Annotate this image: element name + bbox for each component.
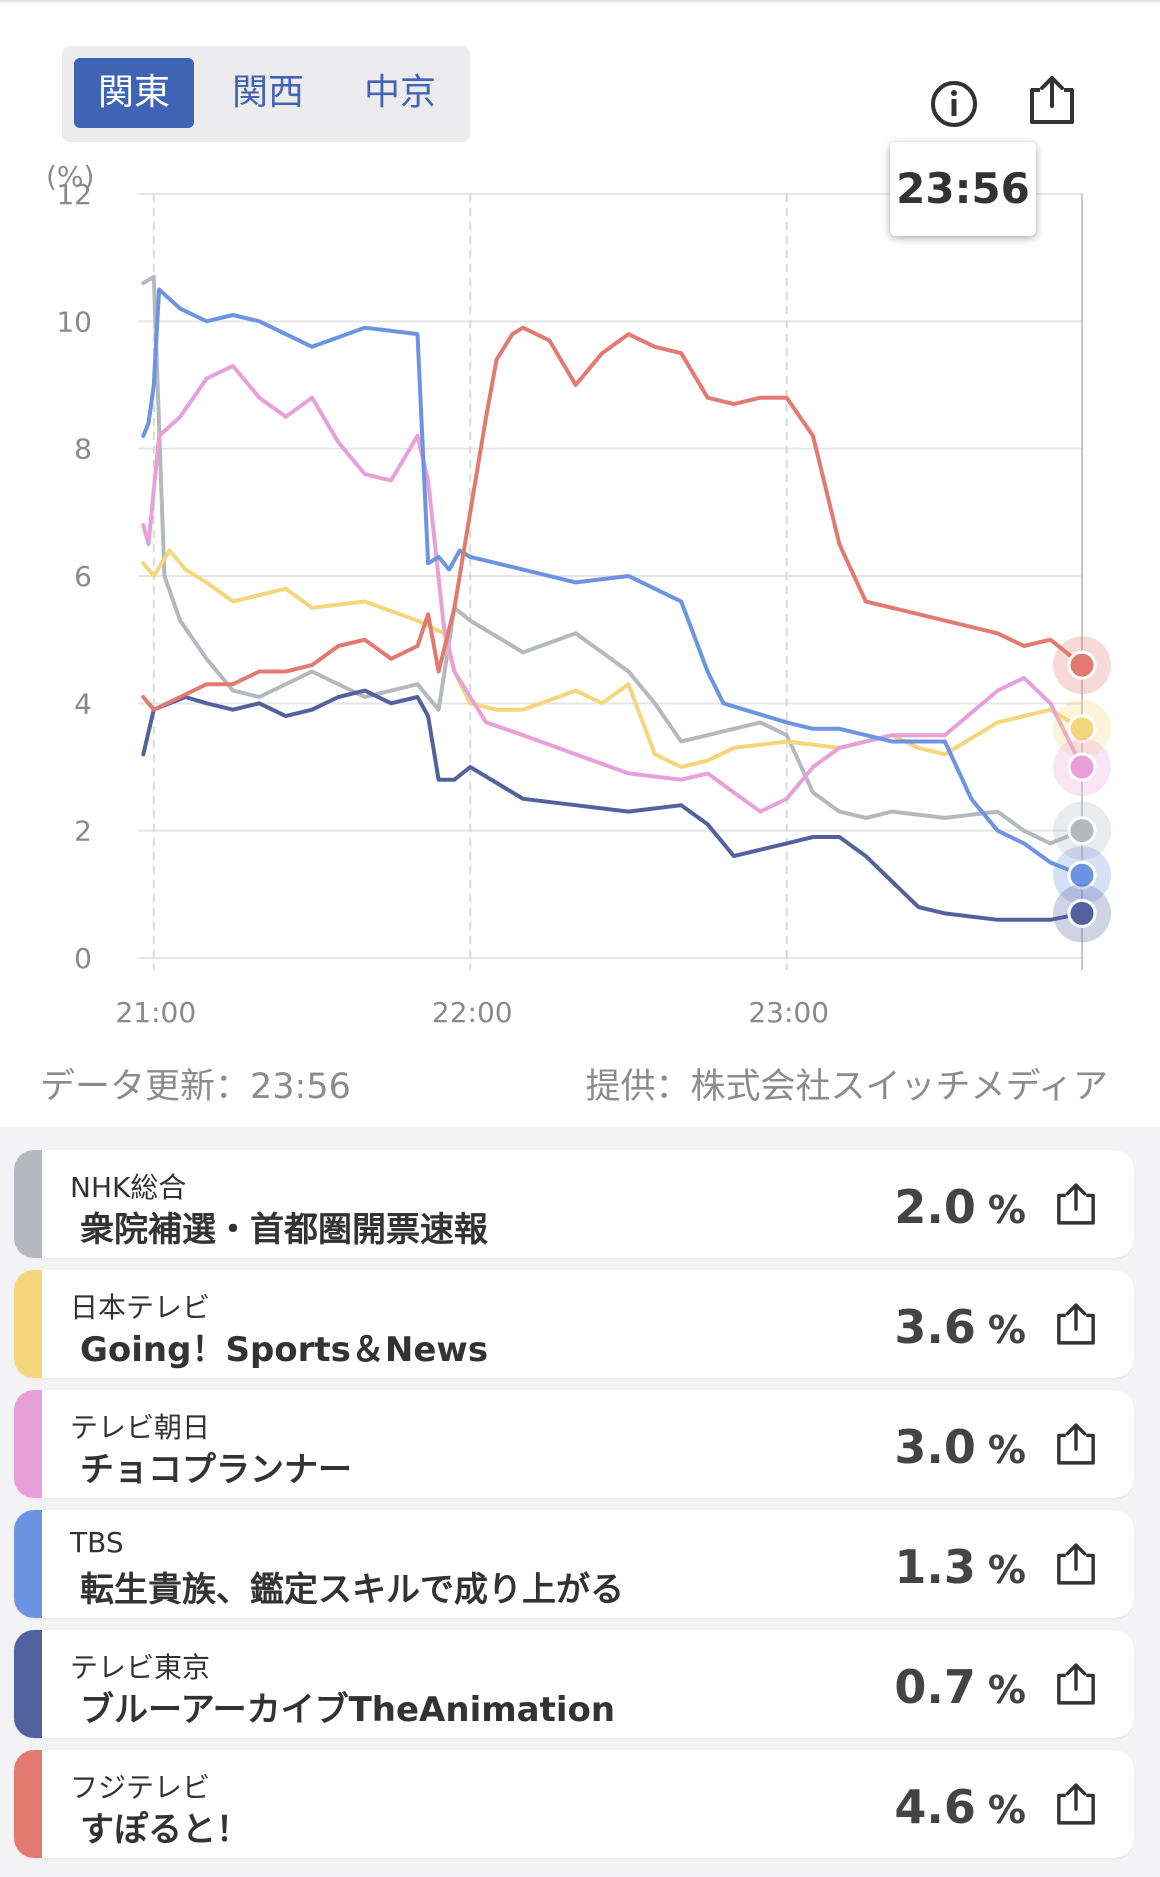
rating-unit: % <box>987 1188 1026 1232</box>
channel-name: NHK総合 <box>70 1171 187 1204</box>
program-title: ブルーアーカイブTheAnimation <box>80 1690 616 1730</box>
series-line-asahi <box>141 363 1084 814</box>
channel-name: 日本テレビ <box>70 1291 211 1324</box>
program-title: 転生貴族、鑑定スキルで成り上がる <box>80 1570 624 1610</box>
chart-series <box>141 274 1084 922</box>
x-tick-label: 21:00 <box>115 996 196 1029</box>
program-title: 衆院補選・首都圏開票速報 <box>80 1210 488 1250</box>
rating-value: 3.0% <box>894 1420 1026 1474</box>
series-line-tx <box>141 688 1084 922</box>
rating-value: 1.3% <box>894 1540 1026 1594</box>
rating-value: 3.6% <box>894 1300 1026 1354</box>
y-axis-ticks: 0 2 4 6 8 10 12 <box>56 178 92 975</box>
channel-row-tx[interactable]: テレビ東京ブルーアーカイブTheAnimation 0.7% <box>14 1630 1134 1738</box>
share-icon[interactable] <box>1024 72 1080 128</box>
y-axis-unit: (%) <box>46 160 94 193</box>
y-tick-label: 10 <box>56 305 92 338</box>
share-icon[interactable] <box>1052 1540 1100 1588</box>
rating-value: 2.0% <box>894 1180 1026 1234</box>
share-icon[interactable] <box>1052 1300 1100 1348</box>
channel-row-ntv[interactable]: 日本テレビ Going！Sports＆News 3.6% <box>14 1270 1134 1378</box>
tab-kanto[interactable]: 関東 <box>74 58 194 128</box>
channel-color-bar <box>14 1150 42 1258</box>
data-provider-label: 提供：株式会社スイッチメディア <box>585 1067 1108 1107</box>
channel-name: テレビ朝日 <box>70 1411 211 1444</box>
share-icon[interactable] <box>1052 1180 1100 1228</box>
y-tick-label: 4 <box>74 687 92 720</box>
share-icon[interactable] <box>1052 1420 1100 1468</box>
series-line-fuji <box>141 325 1084 712</box>
channel-color-bar <box>14 1630 42 1738</box>
chart-end-dots <box>1053 636 1111 943</box>
y-tick-label: 2 <box>74 815 92 848</box>
ratings-line-chart[interactable]: (%) 0 2 4 6 8 10 12 21:00 22:00 23:00 <box>0 0 1160 1060</box>
rating-value: 4.6% <box>894 1780 1026 1834</box>
rating-value: 0.7% <box>894 1660 1026 1714</box>
y-tick-label: 12 <box>56 178 92 211</box>
channel-row-fuji[interactable]: フジテレビすぽると！ 4.6% <box>14 1750 1134 1858</box>
tab-kansai[interactable]: 関西 <box>231 72 304 113</box>
program-title: チョコプランナー <box>80 1450 352 1490</box>
rating-unit: % <box>987 1428 1026 1472</box>
share-icon[interactable] <box>1052 1660 1100 1708</box>
end-dot-tx <box>1067 898 1097 928</box>
channel-row-nhk[interactable]: NHK総合衆院補選・首都圏開票速報 2.0% <box>14 1150 1134 1258</box>
program-title: Going！Sports＆News <box>80 1330 489 1370</box>
channel-row-asahi[interactable]: テレビ朝日チョコプランナー 3.0% <box>14 1390 1134 1498</box>
y-tick-label: 8 <box>74 433 92 466</box>
channel-color-bar <box>14 1750 42 1858</box>
end-dot-tbs <box>1067 860 1097 890</box>
channel-color-bar <box>14 1510 42 1618</box>
tab-chukyo[interactable]: 中京 <box>363 72 436 113</box>
end-dot-ntv <box>1067 714 1097 744</box>
channel-color-bar <box>14 1270 42 1378</box>
series-line-nhk <box>141 274 1084 846</box>
rating-unit: % <box>987 1308 1026 1352</box>
end-dot-nhk <box>1067 816 1097 846</box>
x-tick-label: 22:00 <box>432 996 513 1029</box>
channel-color-bar <box>14 1390 42 1498</box>
share-icon[interactable] <box>1052 1780 1100 1828</box>
y-tick-label: 6 <box>74 560 92 593</box>
channel-row-tbs[interactable]: TBS 転生貴族、鑑定スキルで成り上がる 1.3% <box>14 1510 1134 1618</box>
chart-grid <box>138 193 1083 970</box>
data-updated-label: データ更新：23:56 <box>40 1067 351 1107</box>
program-title: すぽると！ <box>80 1810 250 1850</box>
x-tick-label: 23:00 <box>748 996 829 1029</box>
series-line-tbs <box>141 287 1084 878</box>
rating-unit: % <box>987 1548 1026 1592</box>
time-tooltip: 23:56 <box>890 142 1036 236</box>
end-dot-asahi <box>1067 752 1097 782</box>
channel-name: フジテレビ <box>70 1771 211 1804</box>
rating-unit: % <box>987 1668 1026 1712</box>
y-tick-label: 0 <box>74 942 92 975</box>
series-line-ntv <box>141 548 1084 769</box>
channel-name: TBS <box>70 1526 124 1559</box>
rating-unit: % <box>987 1788 1026 1832</box>
x-axis-ticks: 21:00 22:00 23:00 <box>115 996 829 1029</box>
end-dot-fuji <box>1067 650 1097 680</box>
channel-name: テレビ東京 <box>70 1651 211 1684</box>
region-tabs: 関東 関西 中京 <box>62 46 470 142</box>
info-icon[interactable] <box>926 76 982 132</box>
